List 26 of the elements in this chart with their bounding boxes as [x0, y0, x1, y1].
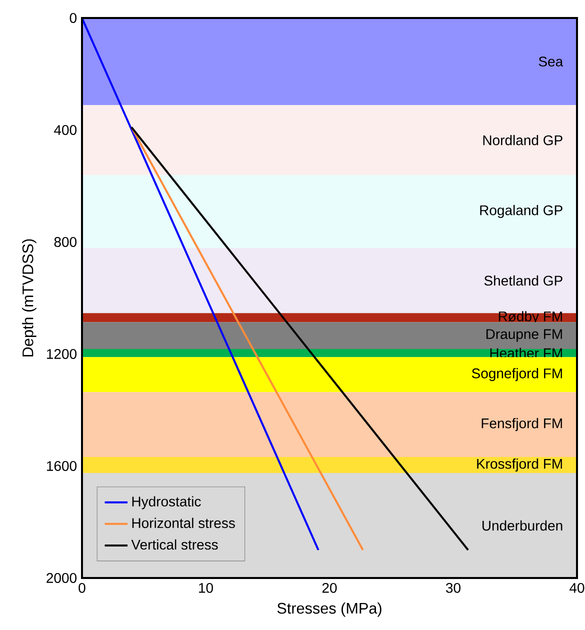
- legend-label: Horizontal stress: [132, 518, 235, 528]
- band-label: Fensfjord FM: [482, 418, 562, 432]
- band-label: Krossfjord FM: [477, 458, 562, 472]
- band-label: Rødby FM: [498, 311, 562, 324]
- y-tick-label: 1600: [46, 461, 77, 471]
- band-label: Nordland GP: [483, 134, 562, 146]
- band-label: Draupne FM: [486, 329, 562, 342]
- x-tick-label: 40: [570, 582, 584, 593]
- x-tick-label: 30: [446, 582, 460, 593]
- band-label: Sognefjord FM: [472, 368, 562, 382]
- band-label: Rogaland GP: [480, 204, 562, 218]
- legend-label: Hydrostatic: [132, 496, 201, 510]
- y-axis-title: Depth (mTVDSS): [22, 239, 36, 356]
- y-tick-label: 2000: [46, 573, 77, 583]
- band-label: Underburden: [482, 520, 562, 531]
- legend-label: Vertical stress: [131, 539, 218, 550]
- x-tick-label: 20: [322, 582, 337, 593]
- y-tick-label: 1200: [46, 349, 77, 359]
- y-tick-label: 400: [54, 125, 77, 135]
- y-tick-label: 0: [70, 13, 77, 23]
- y-tick-label: 800: [54, 237, 77, 247]
- x-tick-label: 10: [199, 582, 213, 593]
- x-axis-title: Stresses (MPa): [277, 602, 382, 617]
- band-label: Sea: [538, 56, 564, 67]
- band-label: Shetland GP: [484, 275, 562, 286]
- x-tick-label: 0: [78, 582, 86, 593]
